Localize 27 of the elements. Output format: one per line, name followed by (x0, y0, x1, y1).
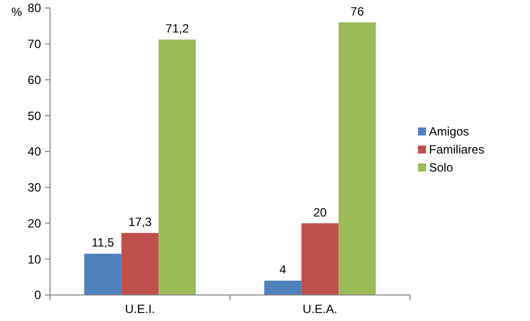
bar (158, 40, 196, 295)
y-tick-label: 80 (28, 1, 42, 16)
y-tick-label: 0 (34, 288, 42, 302)
y-tick-label: 20 (28, 216, 42, 230)
y-tick-label: 70 (28, 37, 42, 52)
bar (121, 232, 159, 295)
bar (264, 280, 302, 295)
x-tick-label: U.E.I. (124, 302, 156, 316)
y-tick-label: 50 (28, 108, 42, 123)
y-axis-title: % (11, 5, 22, 20)
data-label: 4 (279, 262, 286, 277)
y-tick-label: 30 (28, 180, 42, 195)
legend-label: Solo (429, 160, 454, 175)
data-label: 71,2 (166, 22, 190, 36)
x-tick-label: U.E.A. (302, 302, 338, 316)
data-label: 76 (350, 4, 364, 18)
data-label: 11,5 (92, 236, 114, 250)
y-tick-label: 10 (28, 252, 42, 266)
data-label: 17,3 (128, 214, 152, 229)
legend-label: Amigos (429, 124, 470, 139)
y-tick-label: 40 (28, 144, 42, 159)
bar (338, 22, 376, 295)
bar (84, 254, 122, 295)
data-label: 20 (313, 205, 327, 220)
bar (301, 223, 339, 295)
y-tick-label: 60 (28, 72, 42, 87)
legend-label: Familiares (429, 142, 484, 157)
